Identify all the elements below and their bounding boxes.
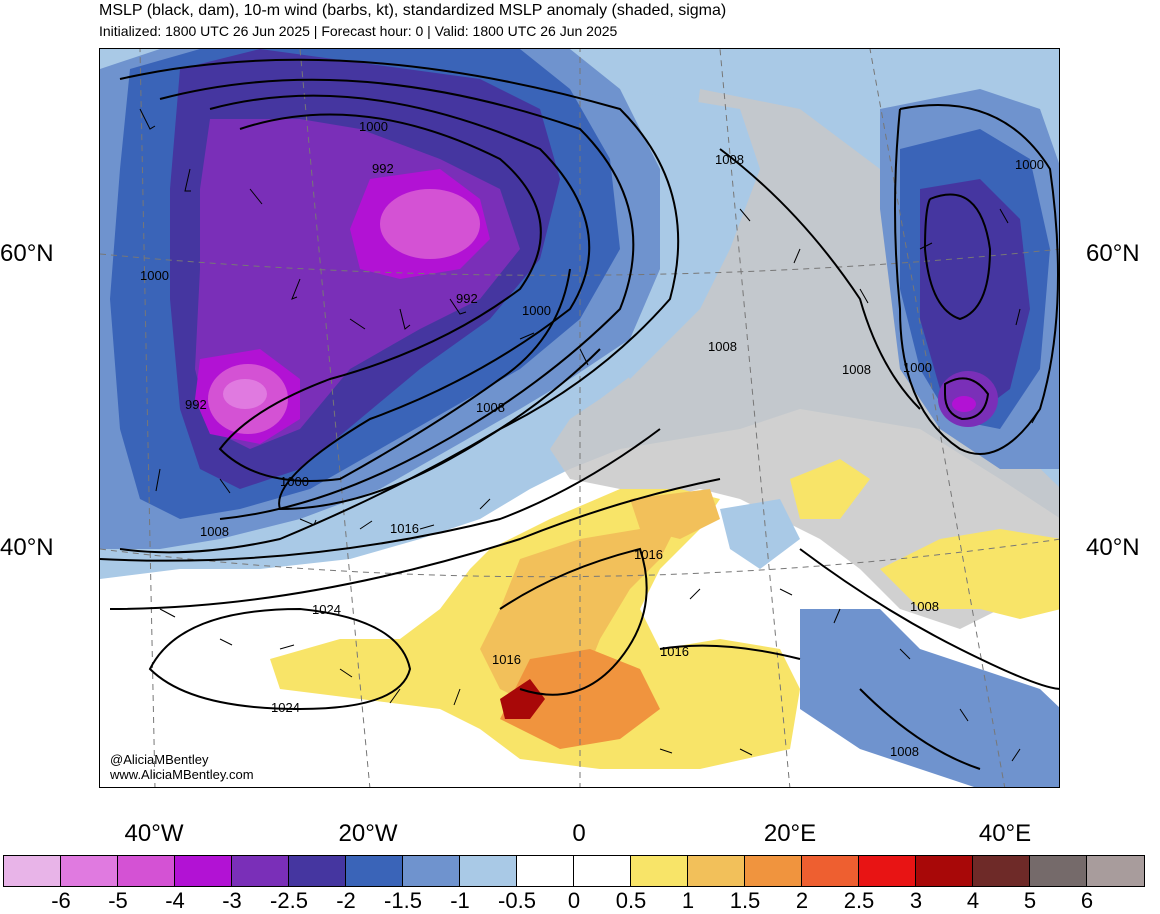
colorbar-swatch — [517, 856, 574, 886]
contour-label: 1016 — [660, 644, 689, 659]
colorbar-tick-label: 2.5 — [843, 888, 875, 913]
colorbar-swatch — [631, 856, 688, 886]
contour-label: 1008 — [708, 339, 737, 354]
colorbar-swatch — [118, 856, 175, 886]
colorbar-swatch — [802, 856, 859, 886]
lat-label-40n-left: 40°N — [0, 534, 54, 561]
contour-label: 1016 — [634, 547, 663, 562]
contour-label: 1000 — [903, 360, 932, 375]
colorbar-swatch — [1087, 856, 1144, 886]
colorbar-tick-label: -1 — [450, 888, 470, 913]
anomaly-east-minus2 — [920, 179, 1030, 419]
contour-label: 992 — [456, 291, 478, 306]
contour-label: 1000 — [1015, 157, 1044, 172]
contour-label: 1008 — [715, 152, 744, 167]
colorbar-swatch — [232, 856, 289, 886]
lon-label-20w: 20°W — [338, 820, 398, 847]
mslp-contours — [100, 58, 1059, 770]
lon-label-40e: 40°E — [978, 820, 1032, 847]
colorbar-tick-label: -2.5 — [270, 888, 308, 913]
colorbar-swatch — [688, 856, 745, 886]
lon-label-0: 0 — [572, 820, 586, 847]
colorbar-swatch — [61, 856, 118, 886]
colorbar-tick-label: -6 — [51, 888, 71, 913]
anomaly-minus-balkans — [720, 499, 800, 569]
anomaly-plus-ukraine — [790, 459, 870, 519]
colorbar-tick-label: 2 — [795, 888, 809, 913]
credit-handle: @AliciaMBentley — [110, 752, 209, 767]
contour-label: 1016 — [390, 521, 419, 536]
contour-label: 1008 — [200, 524, 229, 539]
colorbar-tick-label: 5 — [1023, 888, 1037, 913]
colorbar-swatch — [973, 856, 1030, 886]
contour-label: 1000 — [522, 303, 551, 318]
contour-label: 1016 — [492, 652, 521, 667]
colorbar-tick-label: -5 — [108, 888, 128, 913]
colorbar — [3, 855, 1145, 887]
colorbar-tick-label: 3 — [909, 888, 923, 913]
chart-title: MSLP (black, dam), 10-m wind (barbs, kt)… — [99, 2, 727, 19]
colorbar-swatch — [574, 856, 631, 886]
lon-label-40w: 40°W — [124, 820, 184, 847]
contour-label: 992 — [185, 397, 207, 412]
colorbar-tick-label: -2 — [336, 888, 356, 913]
colorbar-tick-label: 1 — [681, 888, 695, 913]
anomaly-plus2-africa — [500, 679, 545, 719]
chart-subtitle: Initialized: 1800 UTC 26 Jun 2025 | Fore… — [99, 23, 618, 39]
colorbar-tick-label: -3 — [222, 888, 242, 913]
colorbar-tick-label: 4 — [966, 888, 980, 913]
colorbar-swatch — [859, 856, 916, 886]
colorbar-tick-label: -0.5 — [498, 888, 536, 913]
colorbar-swatch — [460, 856, 517, 886]
colorbar-tick-label: 0.5 — [615, 888, 647, 913]
contour-label: 1008 — [476, 400, 505, 415]
lat-label-40n-right: 40°N — [1086, 534, 1140, 561]
colorbar-swatch — [4, 856, 61, 886]
colorbar-tick-label: 0 — [567, 888, 581, 913]
anomaly-east-minus3 — [952, 396, 976, 412]
contour-label: 1000 — [359, 119, 388, 134]
contour-label: 1008 — [890, 744, 919, 759]
colorbar-tick-label: -4 — [165, 888, 185, 913]
lat-label-60n-right: 60°N — [1086, 240, 1140, 267]
weather-map: 1000 992 992 992 1000 1000 1000 1008 100… — [99, 48, 1060, 788]
contour-label: 992 — [372, 161, 394, 176]
colorbar-swatch — [346, 856, 403, 886]
colorbar-swatch — [1030, 856, 1087, 886]
contour-label: 1024 — [271, 700, 300, 715]
colorbar-swatch — [175, 856, 232, 886]
contour-label: 1008 — [842, 362, 871, 377]
contour-label: 1000 — [280, 474, 309, 489]
colorbar-tick-label: 6 — [1080, 888, 1094, 913]
lon-label-20e: 20°E — [763, 820, 817, 847]
contour-label: 1008 — [910, 599, 939, 614]
contour-label: 1000 — [140, 268, 169, 283]
anomaly-minus-mideast — [800, 609, 1059, 787]
credit-site: www.AliciaMBentley.com — [110, 767, 254, 782]
colorbar-tick-label: -1.5 — [384, 888, 422, 913]
anomaly-plus-italy — [630, 489, 720, 539]
colorbar-tick-label: 1.5 — [729, 888, 761, 913]
wind-barbs — [139, 108, 1041, 762]
lat-label-60n-left: 60°N — [0, 240, 54, 267]
contour-label: 1024 — [312, 602, 341, 617]
anomaly-minus5 — [223, 379, 267, 409]
colorbar-swatch — [916, 856, 973, 886]
anomaly-minus4-east — [380, 189, 480, 259]
map-svg: 1000 992 992 992 1000 1000 1000 1008 100… — [100, 49, 1059, 787]
anomaly-plus-turkey — [880, 529, 1059, 619]
colorbar-swatch — [745, 856, 802, 886]
colorbar-swatch — [403, 856, 460, 886]
colorbar-swatch — [289, 856, 346, 886]
